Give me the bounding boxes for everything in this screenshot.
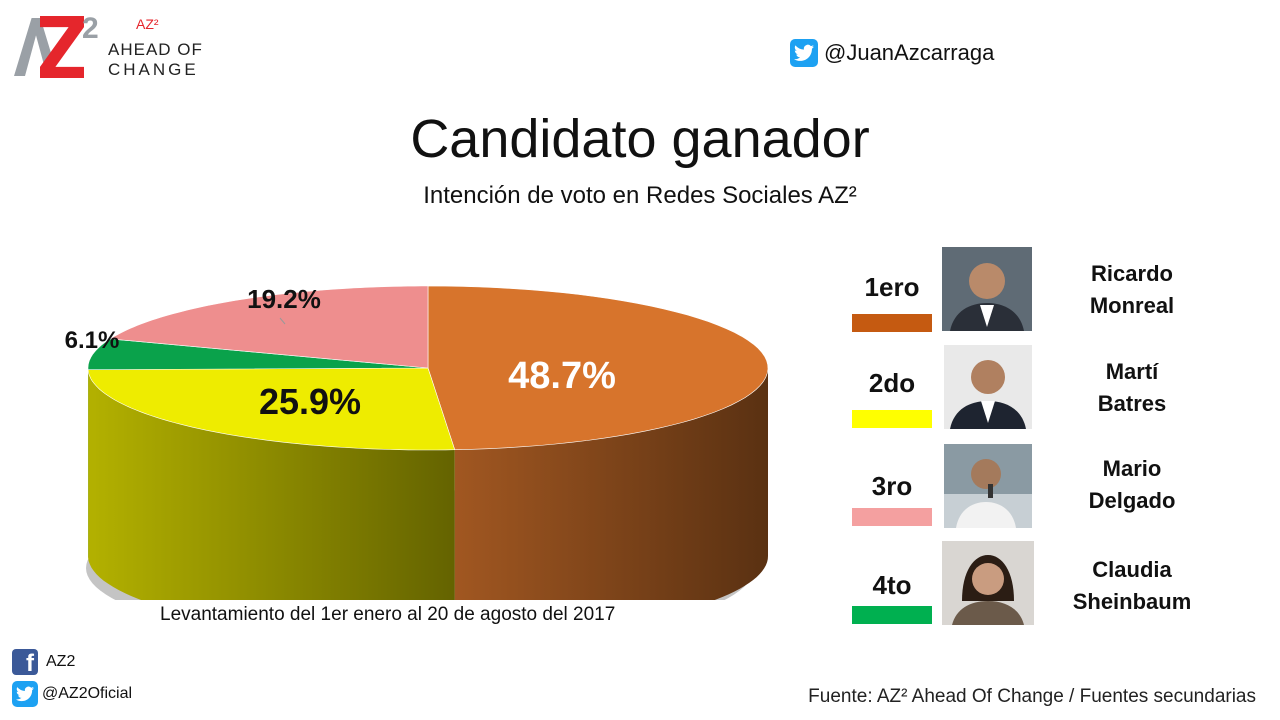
pie-chart: 48.7% 25.9% 6.1% 19.2% [65, 284, 769, 600]
rank-color-bar [852, 410, 932, 428]
candidate-photo [944, 444, 1032, 528]
candidate-photo [942, 541, 1034, 625]
label-leader-line [279, 317, 286, 325]
logo-tagline-line1: AHEAD OF [108, 40, 203, 59]
pie-slice-side [88, 369, 455, 600]
twitter-icon [790, 39, 818, 67]
rank-position: 2do [868, 368, 916, 398]
candidate-name-line2: Delgado [1088, 488, 1176, 513]
candidate-photo [944, 345, 1032, 429]
candidate-name-line2: Batres [1097, 391, 1167, 416]
twitter-icon [12, 681, 38, 707]
rank-item-3: 3ro Mario Delgado [852, 443, 1280, 535]
rank-item-4: 4to Claudia Sheinbaum [852, 540, 1280, 632]
rank-position: 1ero [864, 272, 920, 302]
logo-tagline-line2: CHANGE [108, 60, 199, 79]
rank-position: 4to [872, 570, 912, 600]
candidate-name-line1: Ricardo [1091, 261, 1173, 286]
twitter-handle-top[interactable]: @JuanAzcarraga [790, 38, 994, 68]
candidate-photo [942, 247, 1032, 331]
rank-item-2: 2do Martí Batres [852, 344, 1280, 436]
candidate-name-line2: Monreal [1089, 293, 1175, 318]
source-note: Fuente: AZ² Ahead Of Change / Fuentes se… [808, 686, 1256, 707]
candidate-name-line2: Sheinbaum [1072, 589, 1192, 614]
pie-slice [87, 367, 456, 451]
candidate-name-line1: Martí [1105, 359, 1159, 384]
pie-slice [87, 338, 429, 371]
chart-title: Candidato ganador [410, 109, 870, 169]
chart-subtitle: Intención de voto en Redes Sociales AZ² [423, 182, 857, 209]
pie-data-label: 25.9% [259, 381, 361, 422]
pie-slice [109, 285, 429, 369]
twitter-handle-bottom: @AZ2Oficial [42, 685, 133, 702]
rank-color-bar [852, 314, 932, 332]
survey-period: Levantamiento del 1er enero al 20 de ago… [160, 604, 616, 625]
pie-slice [427, 285, 769, 451]
logo-mark-two: 2 [82, 12, 99, 45]
facebook-icon: f [12, 649, 38, 675]
facebook-handle: AZ2 [46, 653, 76, 670]
candidate-name-line1: Mario [1102, 456, 1162, 481]
pie-data-label: 48.7% [508, 355, 616, 397]
candidate-name-line1: Claudia [1092, 557, 1172, 582]
az2-logo-mark: 2 [12, 12, 104, 78]
rank-color-bar [852, 606, 932, 624]
az2-logo: 2 AZ² AHEAD OF CHANGE [12, 12, 212, 82]
rank-color-bar [852, 508, 932, 526]
rank-position: 3ro [871, 471, 913, 501]
rank-item-1: 1ero Ricardo Monreal [852, 246, 1280, 338]
pie-data-label: 19.2% [247, 284, 321, 314]
facebook-link[interactable]: f AZ2 [12, 648, 212, 676]
pie-slice-side [454, 368, 768, 600]
twitter-handle-text: @JuanAzcarraga [824, 40, 995, 65]
logo-az-text: AZ² [136, 16, 159, 32]
twitter-link-bottom[interactable]: @AZ2Oficial [12, 680, 212, 708]
pie-data-label: 6.1% [65, 327, 120, 354]
